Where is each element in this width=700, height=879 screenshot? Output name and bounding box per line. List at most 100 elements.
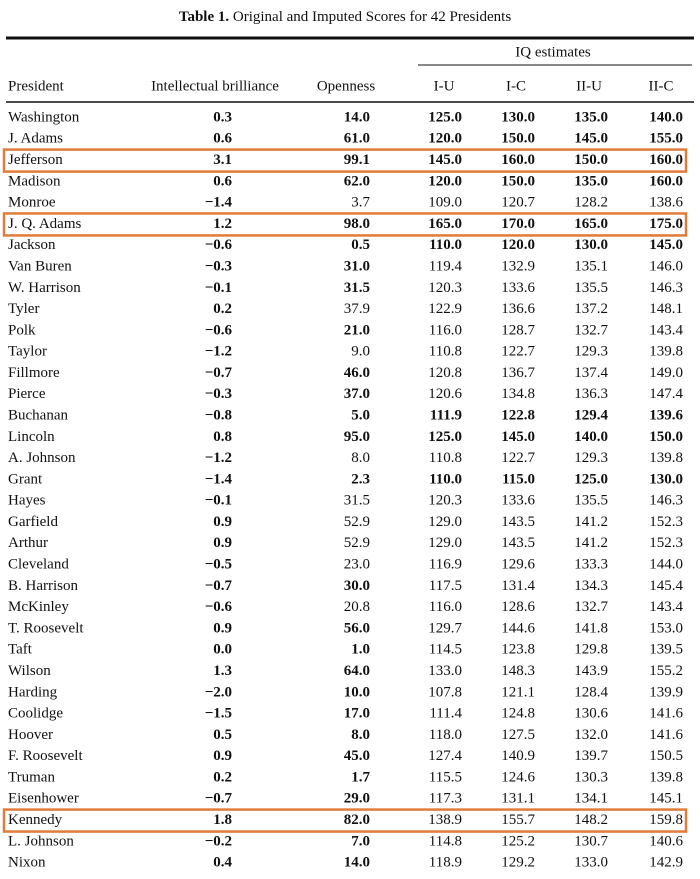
score-cell: 46.0	[344, 365, 370, 381]
column-header: II-U	[576, 78, 602, 94]
score-cell: 5.0	[351, 407, 370, 423]
score-cell: 9.0	[351, 344, 370, 360]
score-cell: 145.0	[428, 152, 462, 168]
score-cell: 52.9	[344, 535, 370, 551]
score-cell: 129.4	[574, 407, 608, 423]
score-cell: 3.1	[213, 152, 232, 168]
score-cell: 136.7	[501, 365, 535, 381]
score-cell: 150.0	[649, 429, 683, 445]
score-cell: 125.0	[428, 429, 462, 445]
president-name: Garfield	[8, 514, 58, 530]
score-cell: 130.0	[501, 109, 535, 125]
score-cell: 120.0	[501, 237, 535, 253]
score-cell: −0.7	[205, 365, 233, 381]
score-cell: 128.2	[574, 195, 608, 211]
score-cell: 1.7	[351, 769, 370, 785]
president-name: Hoover	[8, 727, 53, 743]
score-cell: 134.1	[574, 791, 608, 807]
score-cell: −1.4	[205, 195, 233, 211]
score-cell: 139.8	[649, 769, 683, 785]
score-cell: 143.4	[649, 322, 683, 338]
score-cell: 21.0	[344, 322, 370, 338]
score-cell: 120.7	[501, 195, 535, 211]
score-cell: 149.0	[649, 365, 683, 381]
score-cell: 138.6	[649, 195, 683, 211]
score-cell: 37.9	[344, 301, 370, 317]
score-cell: 146.3	[649, 280, 683, 296]
score-cell: 165.0	[574, 216, 608, 232]
score-cell: 135.5	[574, 493, 608, 509]
score-cell: −2.0	[205, 684, 232, 700]
score-cell: 130.7	[574, 833, 608, 849]
score-cell: 31.0	[344, 258, 370, 274]
score-cell: 64.0	[344, 663, 370, 679]
score-cell: 110.0	[429, 471, 462, 487]
score-cell: 132.7	[574, 599, 608, 615]
score-cell: 10.0	[344, 684, 370, 700]
score-cell: −0.1	[205, 280, 232, 296]
score-cell: 141.8	[574, 620, 608, 636]
score-cell: 150.0	[574, 152, 608, 168]
president-name: Arthur	[8, 535, 48, 551]
score-cell: 135.5	[574, 280, 608, 296]
score-cell: 141.6	[649, 727, 683, 743]
president-name: Nixon	[8, 855, 46, 871]
score-cell: 14.0	[344, 855, 370, 871]
score-cell: 0.8	[213, 429, 232, 445]
score-cell: 30.0	[344, 578, 370, 594]
column-header: I-C	[506, 78, 526, 94]
score-cell: 132.9	[501, 258, 535, 274]
president-name: Monroe	[8, 195, 56, 211]
president-name: Madison	[8, 173, 61, 189]
score-cell: 139.6	[649, 407, 683, 423]
score-cell: 2.3	[351, 471, 370, 487]
score-cell: 0.4	[213, 855, 232, 871]
score-cell: 129.3	[574, 450, 608, 466]
score-cell: 129.7	[428, 620, 462, 636]
president-name: B. Harrison	[8, 578, 78, 594]
score-cell: 122.7	[501, 344, 535, 360]
score-cell: 1.8	[213, 812, 232, 828]
president-name: Hayes	[8, 493, 46, 509]
score-cell: 129.3	[574, 344, 608, 360]
score-cell: 131.1	[501, 791, 535, 807]
score-cell: 52.9	[344, 514, 370, 530]
score-cell: 133.6	[501, 493, 535, 509]
score-cell: 128.4	[574, 684, 608, 700]
score-cell: 141.6	[649, 706, 683, 722]
score-cell: −0.6	[205, 322, 233, 338]
caption-label: Table 1.	[179, 9, 230, 25]
score-cell: 7.0	[351, 833, 370, 849]
score-cell: −1.2	[205, 450, 232, 466]
score-cell: 115.5	[429, 769, 462, 785]
score-cell: 111.9	[430, 407, 462, 423]
score-cell: 128.6	[501, 599, 535, 615]
score-cell: 125.0	[574, 471, 608, 487]
president-name: Tyler	[8, 301, 39, 317]
score-cell: 145.1	[649, 791, 683, 807]
score-cell: 110.8	[429, 450, 462, 466]
president-name: Wilson	[8, 663, 51, 679]
score-cell: 146.3	[649, 493, 683, 509]
score-cell: 1.2	[213, 216, 232, 232]
table-body: Washington 0.3 14.0 125.0 130.0 135.0 140.0 J. …	[2, 109, 688, 871]
score-cell: 120.6	[428, 386, 462, 402]
score-cell: 139.7	[574, 748, 608, 764]
score-cell: 136.6	[501, 301, 535, 317]
score-cell: 140.0	[649, 109, 683, 125]
president-name: Taylor	[8, 344, 47, 360]
score-cell: 116.0	[429, 322, 462, 338]
score-cell: 31.5	[344, 280, 370, 296]
score-cell: 0.5	[213, 727, 232, 743]
score-cell: 134.8	[501, 386, 535, 402]
column-header: II-C	[649, 78, 674, 94]
score-cell: 147.4	[649, 386, 683, 402]
score-cell: 133.6	[501, 280, 535, 296]
score-cell: −0.8	[205, 407, 232, 423]
president-name: Fillmore	[8, 365, 60, 381]
score-cell: 139.8	[649, 344, 683, 360]
score-cell: 110.8	[429, 344, 462, 360]
score-cell: 0.6	[213, 173, 232, 189]
score-cell: 125.2	[501, 833, 535, 849]
score-cell: 82.0	[344, 812, 370, 828]
